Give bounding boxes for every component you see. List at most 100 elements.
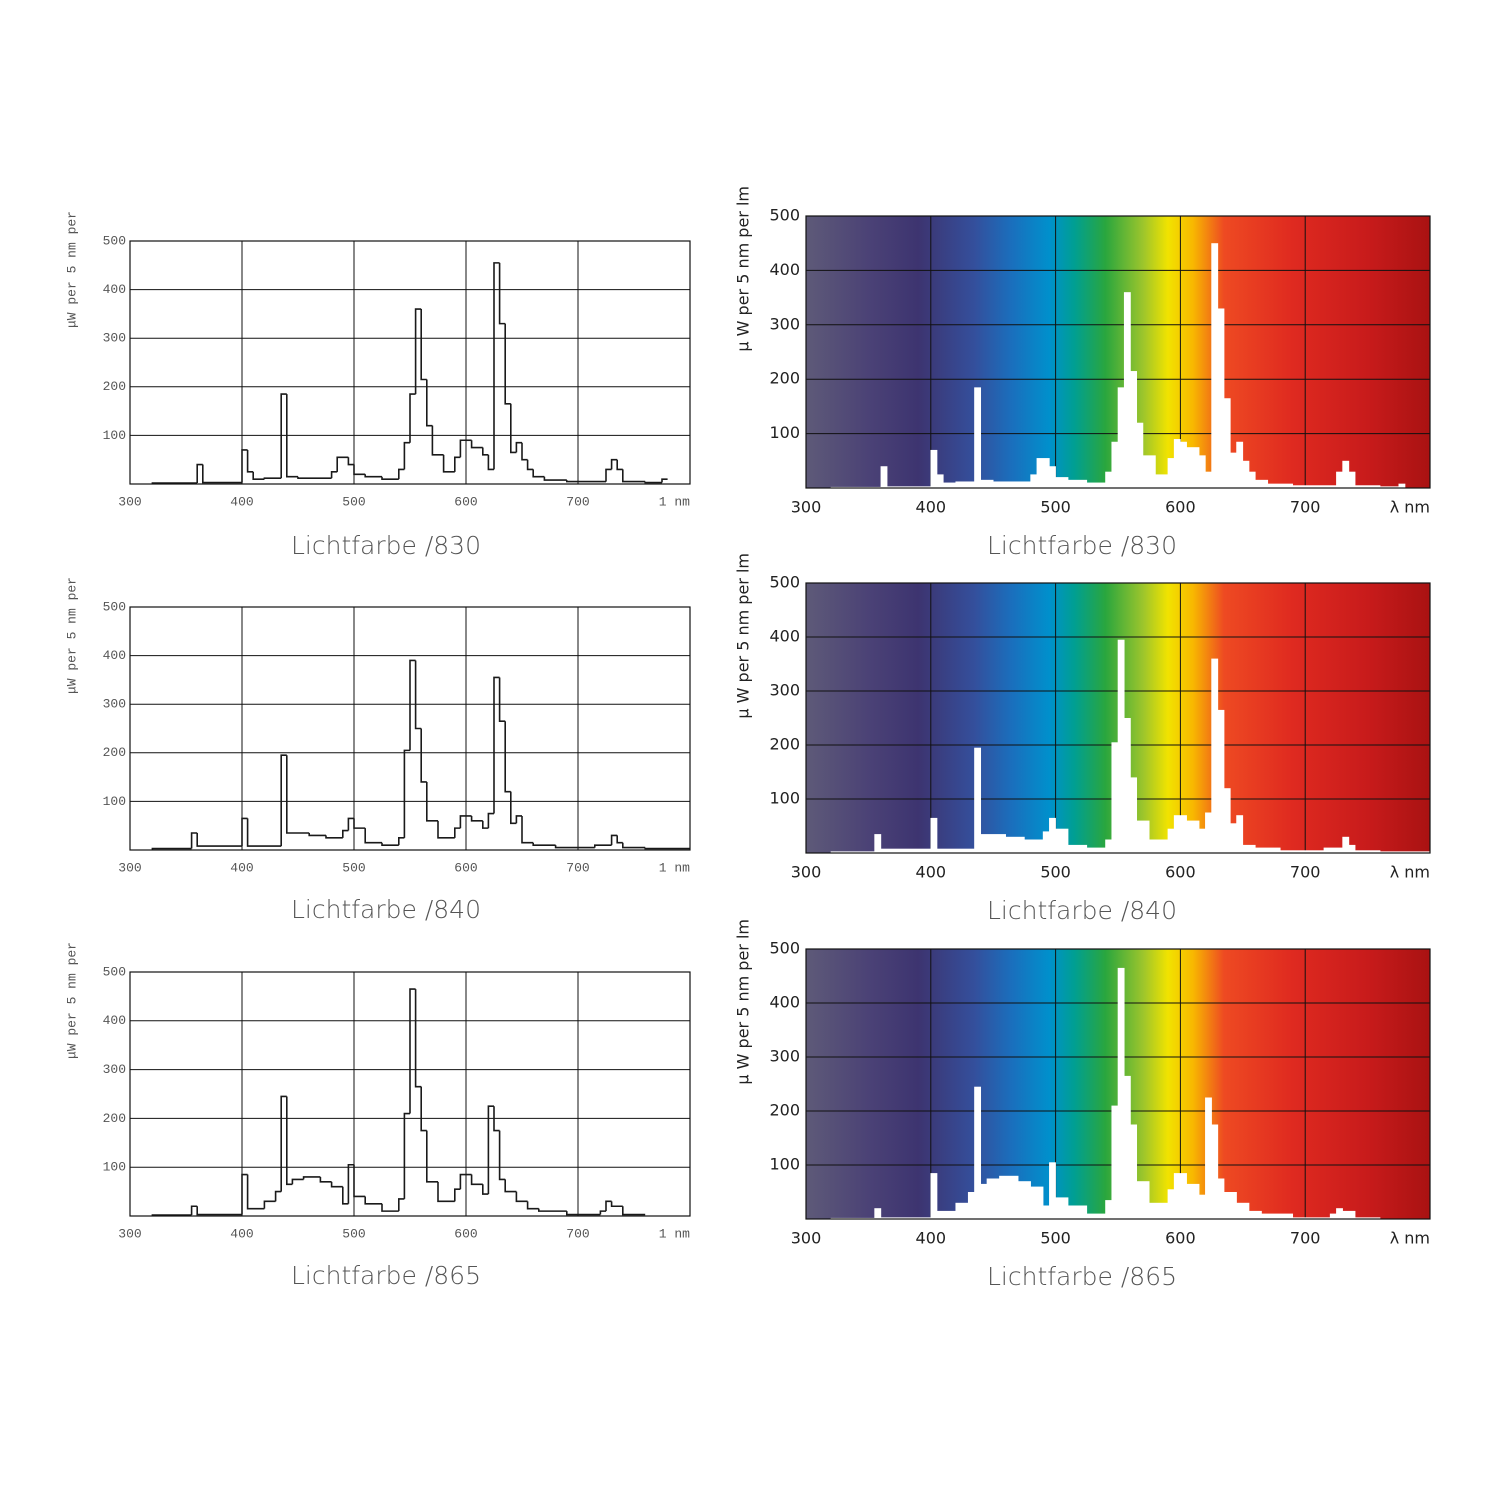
bar (1136, 1181, 1150, 1219)
step (622, 842, 646, 849)
bar (1379, 851, 1431, 853)
bar (1217, 1178, 1225, 1219)
bar (1211, 243, 1219, 488)
bar (1354, 1217, 1381, 1219)
y-tick-label: 200 (103, 745, 126, 760)
y-axis-label: μ W per 5 nm per lm (734, 919, 753, 1085)
step (526, 459, 534, 471)
step (342, 1186, 349, 1205)
y-tick-label: 400 (769, 627, 800, 646)
step (263, 477, 282, 480)
bar (1111, 1105, 1119, 1219)
bar (1086, 847, 1106, 853)
x-tick-label: 300 (791, 1229, 822, 1248)
step (297, 476, 332, 479)
step (409, 659, 416, 751)
bar (886, 486, 932, 488)
y-tick-label: 200 (769, 735, 800, 754)
plot-frame (129, 971, 691, 1217)
bar (1186, 447, 1200, 488)
y-axis-label: μW per 5 nm per (64, 942, 79, 1059)
step (246, 449, 254, 473)
chart-title: Lichtfarbe /865 (291, 1261, 481, 1290)
bar (874, 834, 882, 853)
x-tick-label: λ nm (1390, 1229, 1430, 1248)
step (566, 480, 606, 483)
y-axis-label: μ W per 5 nm per lm (734, 186, 753, 352)
step (521, 442, 528, 461)
bar (1186, 1183, 1200, 1219)
bar (1117, 967, 1125, 1219)
step (353, 818, 366, 829)
bar (1348, 471, 1356, 488)
step (504, 323, 511, 405)
step (342, 829, 349, 838)
bar (1348, 844, 1356, 853)
step (196, 1206, 242, 1216)
x-tick-label: 1 nm (659, 494, 690, 509)
bar (1123, 1075, 1131, 1219)
bar (1123, 718, 1131, 853)
step (437, 1181, 455, 1203)
bar (1148, 839, 1169, 853)
bar (930, 1173, 938, 1219)
bar (1198, 828, 1206, 853)
bar (1205, 471, 1212, 488)
step (353, 1164, 366, 1198)
y-tick-label: 400 (103, 1013, 126, 1028)
bar (1111, 441, 1119, 488)
bar (1329, 1213, 1337, 1219)
step (661, 478, 668, 483)
y-tick-label: 400 (769, 993, 800, 1012)
step (594, 844, 612, 848)
step (487, 1105, 494, 1195)
step (286, 1096, 293, 1186)
step (319, 1176, 332, 1183)
plot-frame (805, 215, 1431, 489)
y-tick-label: 200 (103, 1111, 126, 1126)
step (364, 828, 382, 844)
bar (1336, 471, 1343, 488)
bar (1005, 836, 1025, 853)
bar (1123, 292, 1131, 488)
chart-title: Lichtfarbe /865 (987, 1262, 1177, 1291)
chart-title: Lichtfarbe /840 (291, 895, 481, 924)
step (610, 1201, 623, 1208)
step (610, 834, 618, 846)
bar (936, 848, 975, 853)
step (274, 1190, 282, 1202)
step (616, 835, 623, 844)
bar (1242, 844, 1256, 853)
plot-frame (129, 240, 691, 485)
step (498, 677, 506, 723)
bar (1211, 658, 1219, 853)
bar (880, 466, 888, 488)
bar (1042, 831, 1050, 853)
bar (1173, 439, 1181, 488)
y-axis-label: μ W per 5 nm per lm (734, 553, 753, 719)
step (420, 309, 427, 381)
bar (1342, 1210, 1356, 1219)
step (241, 449, 248, 483)
bar (1117, 639, 1125, 853)
bar (1167, 1189, 1175, 1219)
step (364, 474, 382, 478)
step (538, 1208, 567, 1212)
bar (1398, 483, 1406, 488)
bar (1067, 844, 1088, 853)
bar (1167, 458, 1175, 488)
y-tick-label: 100 (103, 428, 126, 443)
x-tick-label: 600 (1165, 863, 1196, 882)
step (414, 989, 422, 1088)
bar (974, 1086, 982, 1219)
x-tick-label: 400 (916, 1229, 947, 1248)
step (510, 403, 517, 454)
x-tick-label: 700 (1290, 863, 1321, 882)
bar (1042, 1205, 1050, 1219)
bar (1055, 477, 1069, 488)
step (515, 815, 522, 824)
step (610, 458, 618, 470)
step (308, 832, 326, 837)
x-tick-label: λ nm (1390, 863, 1430, 882)
